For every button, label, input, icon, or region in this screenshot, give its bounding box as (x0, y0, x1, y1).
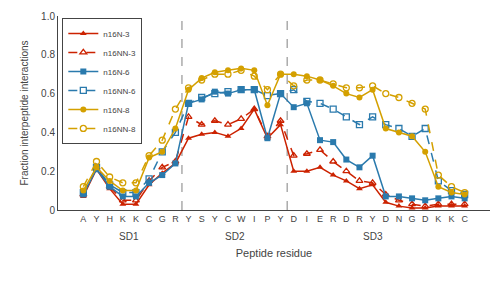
svg-text:0.6: 0.6 (41, 88, 55, 99)
svg-text:D: D (383, 214, 390, 224)
svg-text:S: S (199, 214, 205, 224)
svg-text:I: I (306, 214, 309, 224)
svg-text:E: E (317, 214, 323, 224)
svg-text:K: K (133, 214, 139, 224)
svg-text:G: G (409, 214, 416, 224)
svg-text:R: R (356, 214, 363, 224)
svg-text:R: R (330, 214, 337, 224)
svg-text:D: D (343, 214, 350, 224)
svg-text:Y: Y (370, 214, 376, 224)
svg-text:SD3: SD3 (363, 231, 383, 242)
svg-text:SD1: SD1 (119, 231, 139, 242)
svg-text:W: W (237, 214, 246, 224)
svg-text:n16NN-6: n16NN-6 (103, 87, 136, 96)
svg-text:1.0: 1.0 (41, 11, 55, 22)
svg-text:Y: Y (212, 214, 218, 224)
svg-text:0.8: 0.8 (41, 49, 55, 60)
svg-text:K: K (120, 214, 126, 224)
svg-text:n16NN-8: n16NN-8 (103, 125, 136, 134)
svg-text:A: A (80, 214, 86, 224)
svg-text:N: N (396, 214, 403, 224)
svg-text:n16N-8: n16N-8 (103, 106, 130, 115)
svg-text:n16N-3: n16N-3 (103, 30, 130, 39)
svg-text:G: G (159, 214, 166, 224)
svg-text:Y: Y (186, 214, 192, 224)
svg-text:P: P (264, 214, 270, 224)
svg-text:SD2: SD2 (225, 231, 245, 242)
svg-text:Fraction interpeptide interact: Fraction interpeptide interactions (19, 40, 30, 185)
svg-text:H: H (106, 214, 113, 224)
svg-text:Y: Y (278, 214, 284, 224)
svg-text:0.2: 0.2 (41, 166, 55, 177)
svg-text:Peptide residue: Peptide residue (236, 247, 312, 259)
svg-text:I: I (253, 214, 256, 224)
svg-text:0: 0 (49, 205, 55, 216)
svg-text:K: K (448, 214, 454, 224)
svg-text:Y: Y (93, 214, 99, 224)
svg-text:C: C (146, 214, 153, 224)
svg-text:C: C (225, 214, 232, 224)
svg-text:n16N-6: n16N-6 (103, 68, 130, 77)
svg-text:D: D (422, 214, 429, 224)
svg-text:0.4: 0.4 (41, 127, 55, 138)
svg-text:K: K (435, 214, 441, 224)
svg-text:D: D (290, 214, 297, 224)
svg-text:n16NN-3: n16NN-3 (103, 49, 136, 58)
svg-text:C: C (461, 214, 468, 224)
svg-text:R: R (172, 214, 179, 224)
